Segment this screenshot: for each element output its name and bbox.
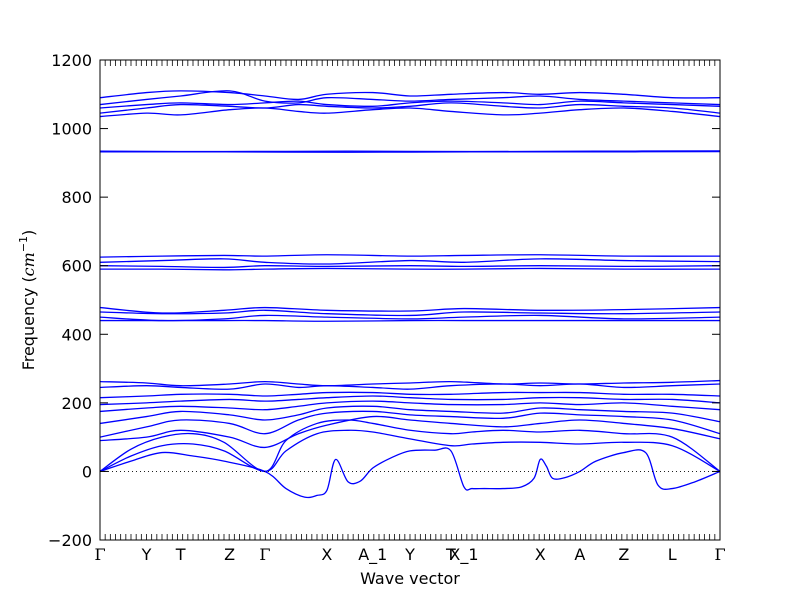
y-tick-label: 200 [61, 394, 92, 413]
band-line-1 [100, 447, 720, 499]
kpath-label: T [175, 545, 186, 564]
band-line-24 [100, 100, 720, 109]
y-axis-label: Frequency (cm−1) [17, 230, 38, 371]
x-axis-ticks [99, 60, 721, 540]
kpath-label: A [574, 545, 585, 564]
kpath-label: Γ [714, 545, 725, 564]
kpath-label: Γ [259, 545, 270, 564]
y-axis-label-text: Frequency ( [19, 276, 38, 370]
kpath-label: Z [224, 545, 235, 564]
kpath-label: X [535, 545, 546, 564]
band-line-9 [100, 391, 720, 399]
y-tick-label: 1000 [51, 120, 92, 139]
band-line-17 [100, 265, 720, 269]
band-line-6 [100, 405, 720, 425]
y-tick-label: 400 [61, 325, 92, 344]
band-line-11 [100, 379, 720, 387]
band-line-13 [100, 314, 720, 322]
y-tick-label: 800 [61, 188, 92, 207]
band-line-8 [100, 395, 720, 406]
band-line-2 [100, 429, 720, 473]
band-line-18 [100, 258, 720, 265]
band-line-4 [100, 415, 720, 449]
kpath-label: Y [404, 545, 415, 564]
band-line-5 [100, 410, 720, 438]
band-line-25 [100, 90, 720, 101]
band-line-7 [100, 400, 720, 413]
kpath-label: Y [141, 545, 152, 564]
band-line-14 [100, 309, 720, 317]
kpath-labels: Γ Y T Z Γ X A_1 Y TX_1 X A Z L Γ [94, 545, 725, 565]
band-line-19 [100, 254, 720, 258]
kpath-label: Γ [94, 545, 105, 564]
y-tick-label: 1200 [51, 51, 92, 70]
kpath-label: T [445, 545, 456, 564]
kpath-label: X [321, 545, 332, 564]
band-line-10 [100, 383, 720, 390]
band-line-12 [100, 319, 720, 322]
band-line-22 [100, 107, 720, 118]
band-line-21 [100, 150, 720, 153]
band-line-15 [100, 306, 720, 314]
y-axis-ticks: −200 0 200 400 600 800 1000 1200 [48, 51, 720, 550]
kpath-label: Z [618, 545, 629, 564]
y-axis-label-math: cm [19, 252, 38, 276]
y-axis-label-sup: −1 [17, 236, 30, 252]
band-line-3 [100, 419, 720, 473]
y-tick-label: −200 [48, 531, 92, 550]
band-line-26 [100, 90, 720, 106]
y-axis-label-close: ) [19, 230, 38, 236]
kpath-label: X_1 [449, 545, 478, 565]
x-axis-label: Wave vector [360, 569, 460, 588]
bands-layer [100, 90, 720, 499]
kpath-label: A_1 [358, 545, 387, 565]
y-tick-label: 600 [61, 257, 92, 276]
band-line-16 [100, 267, 720, 271]
kpath-label: L [668, 545, 677, 564]
band-line-23 [100, 102, 720, 114]
y-tick-label: 0 [82, 462, 92, 481]
